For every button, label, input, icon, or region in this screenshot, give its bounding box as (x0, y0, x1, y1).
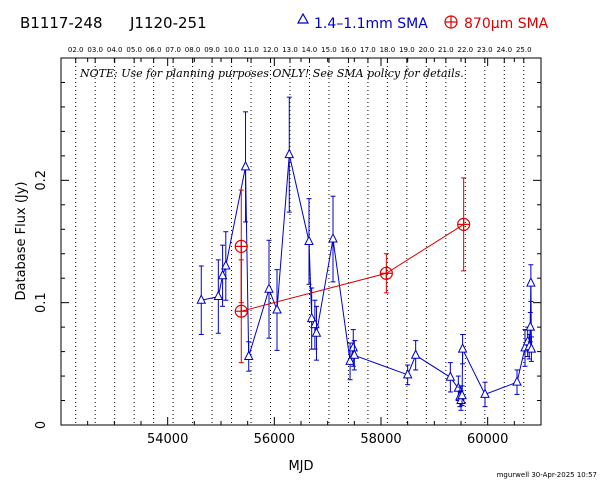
x-tick-label: 58000 (360, 432, 401, 447)
legend-blue-label: 1.4–1.1mm SMA (314, 16, 428, 32)
top-tick-label: 12.0 (263, 46, 279, 54)
planning-note: NOTE: Use for planning purposes ONLY! Se… (79, 67, 464, 80)
data-point (240, 160, 251, 171)
data-point (456, 394, 466, 405)
data-point (348, 341, 359, 352)
data-point (512, 376, 522, 386)
data-point (445, 371, 456, 381)
data-point (217, 269, 228, 280)
data-point (457, 343, 468, 353)
top-tick-label: 09.0 (204, 46, 220, 54)
top-tick-label: 11.0 (243, 46, 259, 54)
top-tick-label: 16.0 (341, 46, 357, 54)
alt-name: J1120-251 (129, 14, 207, 32)
top-tick-label: 25.0 (516, 46, 532, 54)
data-point (213, 290, 224, 301)
top-tick-label: 19.0 (399, 46, 415, 54)
data-point (306, 312, 317, 323)
top-tick-label: 22.0 (458, 46, 474, 54)
top-tick-label: 06.0 (146, 46, 162, 54)
data-point (220, 259, 231, 270)
top-axis: 02.0 03.0 04.0 05.0 06.0 07.0 08.0 09.0 10.0 11.0… (68, 46, 532, 54)
data-point (410, 349, 421, 359)
top-tick-label: 02.0 (68, 46, 84, 54)
data-point (349, 349, 360, 359)
x-tick-label: 56000 (254, 432, 295, 447)
plot-frame (60, 57, 542, 426)
legend-blue-triangle-icon (296, 12, 310, 24)
y-tick-label: 0.2 (34, 170, 49, 191)
series-line (240, 223, 464, 312)
legend-red: 870μm SMA (444, 15, 549, 32)
data-series (196, 96, 537, 411)
axes-ticks: 54000 56000 58000 60000 0 0.1 0.2 (34, 58, 542, 447)
data-point (525, 321, 536, 331)
legend-red-label: 870μm SMA (464, 16, 549, 32)
x-axis-label: MJD (288, 459, 313, 474)
y-tick-label: 0 (34, 421, 49, 429)
data-point (526, 276, 536, 287)
top-tick-label: 08.0 (185, 46, 201, 54)
top-tick-label: 05.0 (126, 46, 142, 54)
data-point (196, 294, 207, 304)
grid-lines (75, 58, 525, 425)
data-point (304, 235, 314, 245)
data-point (264, 283, 274, 293)
top-tick-label: 04.0 (107, 46, 123, 54)
y-tick-label: 0.1 (34, 292, 49, 313)
top-tick-label: 24.0 (496, 46, 512, 54)
data-point (345, 355, 355, 365)
x-tick-label: 60000 (467, 432, 508, 447)
top-tick-label: 20.0 (419, 46, 435, 54)
y-axis-label: Database Flux (Jy) (14, 182, 29, 301)
top-tick-label: 18.0 (380, 46, 396, 54)
footer-credit: mgurwell 30-Apr-2025 10:57 (497, 471, 597, 479)
series-line (201, 154, 532, 403)
top-tick-label: 10.0 (224, 46, 240, 54)
top-tick-label: 23.0 (477, 46, 493, 54)
top-tick-label: 15.0 (321, 46, 337, 54)
top-tick-label: 21.0 (438, 46, 454, 54)
data-point (243, 350, 254, 360)
top-tick-label: 13.0 (282, 46, 298, 54)
top-tick-label: 07.0 (165, 46, 181, 54)
data-point (526, 343, 537, 353)
top-tick-label: 17.0 (360, 46, 376, 54)
top-tick-label: 14.0 (302, 46, 318, 54)
data-point (311, 327, 322, 337)
x-tick-label: 54000 (147, 432, 188, 447)
data-point (480, 388, 490, 398)
source-name: B1117-248 (20, 14, 103, 32)
series-blue (196, 96, 537, 411)
data-point (328, 232, 338, 243)
data-point (402, 368, 413, 379)
top-tick-label: 03.0 (87, 46, 103, 54)
data-point (457, 389, 467, 400)
series-red (234, 177, 471, 364)
data-point (272, 303, 282, 314)
legend-blue: 1.4–1.1mm SMA (296, 12, 428, 32)
data-point (284, 148, 295, 159)
